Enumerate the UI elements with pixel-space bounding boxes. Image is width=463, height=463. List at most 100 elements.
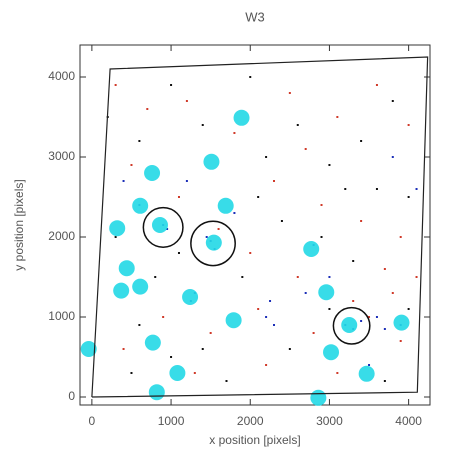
star-point bbox=[225, 380, 228, 382]
star-point bbox=[288, 92, 291, 94]
star-point bbox=[391, 100, 394, 102]
star-point bbox=[296, 124, 299, 126]
star-point bbox=[138, 324, 141, 326]
star-point bbox=[360, 220, 363, 222]
star-point bbox=[201, 124, 204, 126]
cyan-marker bbox=[80, 341, 97, 357]
star-point bbox=[233, 132, 236, 134]
star-point bbox=[257, 308, 260, 310]
region-circle bbox=[142, 206, 184, 248]
star-point bbox=[122, 180, 125, 182]
star-point bbox=[241, 276, 244, 278]
star-point bbox=[296, 276, 299, 278]
star-point bbox=[273, 324, 276, 326]
region-circle bbox=[190, 220, 236, 267]
star-point bbox=[320, 204, 323, 206]
star-point bbox=[328, 308, 331, 310]
star-point bbox=[114, 236, 117, 238]
star-point bbox=[304, 148, 307, 150]
cyan-marker bbox=[169, 365, 186, 381]
cyan-marker bbox=[144, 334, 161, 351]
cyan-marker bbox=[144, 165, 161, 181]
y-tick-label: 0 bbox=[68, 389, 75, 403]
star-point bbox=[312, 332, 315, 334]
star-point bbox=[265, 156, 268, 158]
star-point bbox=[407, 196, 410, 198]
star-point bbox=[383, 328, 386, 330]
star-point bbox=[122, 348, 125, 350]
cyan-marker bbox=[358, 365, 375, 382]
star-point bbox=[177, 196, 180, 198]
star-point bbox=[193, 372, 196, 374]
cyan-marker bbox=[225, 312, 242, 329]
star-point bbox=[360, 320, 363, 322]
x-tick-label: 0 bbox=[89, 414, 96, 428]
star-point bbox=[383, 268, 386, 270]
star-point bbox=[352, 260, 355, 262]
cyan-marker bbox=[393, 314, 410, 331]
star-point bbox=[185, 100, 188, 102]
star-point bbox=[415, 188, 418, 190]
cyan-marker bbox=[323, 344, 340, 361]
star-point bbox=[170, 84, 173, 86]
cyan-marker bbox=[233, 109, 250, 126]
star-point bbox=[269, 300, 272, 302]
star-point bbox=[162, 316, 165, 318]
star-point bbox=[391, 292, 394, 294]
star-point bbox=[399, 340, 402, 342]
star-point bbox=[352, 300, 355, 302]
region-circle bbox=[332, 306, 371, 345]
star-point bbox=[130, 372, 133, 374]
star-point bbox=[201, 348, 204, 350]
star-point bbox=[288, 348, 291, 350]
x-tick-label: 3000 bbox=[316, 414, 343, 428]
cyan-marker bbox=[217, 197, 234, 214]
x-tick-label: 1000 bbox=[158, 414, 185, 428]
cyan-marker bbox=[318, 284, 335, 301]
star-point bbox=[375, 188, 378, 190]
cyan-marker bbox=[109, 220, 126, 237]
star-point bbox=[185, 180, 188, 182]
y-tick-label: 3000 bbox=[48, 149, 75, 163]
star-point bbox=[328, 276, 331, 278]
star-point bbox=[265, 316, 268, 318]
star-point bbox=[391, 156, 394, 158]
cyan-marker bbox=[203, 153, 220, 170]
star-point bbox=[368, 316, 371, 318]
field-outline bbox=[91, 56, 429, 398]
star-point bbox=[320, 236, 323, 238]
star-point bbox=[336, 372, 339, 374]
star-point bbox=[368, 364, 371, 366]
y-tick-label: 4000 bbox=[48, 69, 75, 83]
star-point bbox=[177, 252, 180, 254]
star-point bbox=[344, 188, 347, 190]
chart-title: W3 bbox=[245, 9, 265, 24]
star-point bbox=[249, 252, 252, 254]
cyan-marker bbox=[205, 234, 222, 251]
star-point bbox=[233, 212, 236, 214]
star-point bbox=[217, 228, 220, 230]
star-point bbox=[383, 380, 386, 382]
star-point bbox=[415, 276, 418, 278]
star-point bbox=[130, 164, 133, 166]
star-point bbox=[257, 196, 260, 198]
star-point bbox=[170, 356, 173, 358]
x-tick-label: 2000 bbox=[237, 414, 264, 428]
cyan-marker bbox=[132, 278, 149, 295]
star-point bbox=[336, 116, 339, 118]
y-tick-label: 2000 bbox=[48, 229, 75, 243]
cyan-marker bbox=[113, 282, 130, 299]
star-point bbox=[375, 84, 378, 86]
star-point bbox=[114, 84, 117, 86]
star-point bbox=[399, 236, 402, 238]
star-point bbox=[328, 164, 331, 166]
x-axis-label: x position [pixels] bbox=[209, 433, 300, 447]
star-point bbox=[138, 140, 141, 142]
star-point bbox=[360, 140, 363, 142]
x-tick-label: 4000 bbox=[395, 414, 422, 428]
plot-frame bbox=[79, 44, 431, 406]
cyan-marker bbox=[151, 217, 168, 233]
y-tick-label: 1000 bbox=[48, 309, 75, 323]
cyan-marker bbox=[310, 389, 327, 406]
